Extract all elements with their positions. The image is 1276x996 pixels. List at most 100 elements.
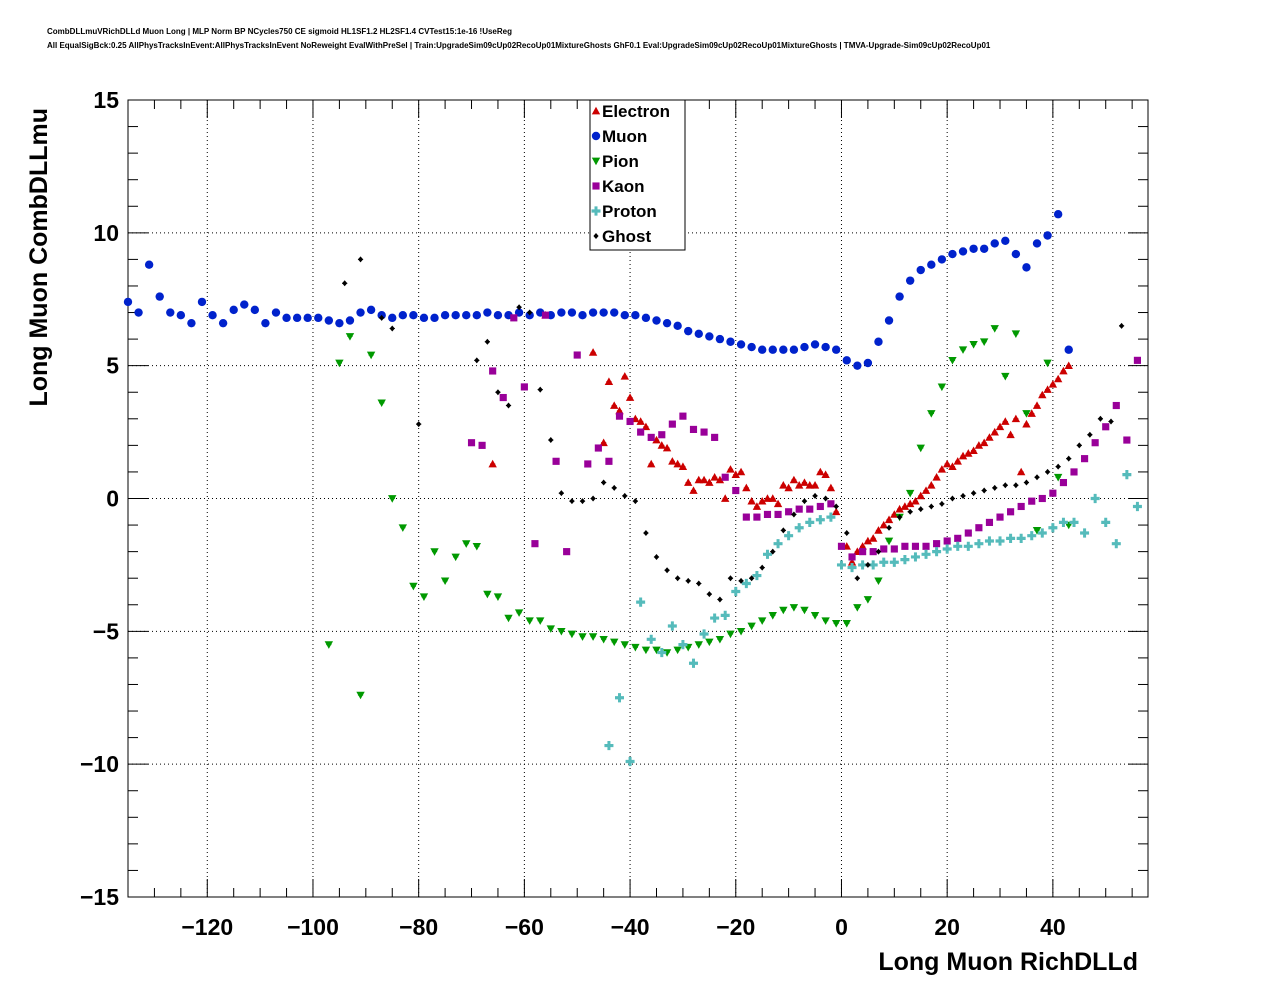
data-point-electron (620, 372, 629, 380)
data-point-electron (794, 481, 804, 489)
data-point-electron (916, 491, 925, 500)
data-point-ghost (770, 548, 776, 555)
chart-title-line-1: CombDLLmuVRichDLLd Muon Long | MLP Norm … (47, 27, 512, 36)
data-point-ghost (801, 498, 808, 505)
data-point-kaon (594, 444, 602, 452)
legend-label-proton: Proton (602, 202, 657, 221)
data-point-electron (779, 481, 788, 489)
data-point-ghost (854, 575, 860, 582)
data-point-pion (694, 641, 703, 649)
data-point-electron (990, 427, 999, 436)
data-point-kaon (573, 351, 581, 359)
data-point-proton (1058, 517, 1068, 528)
data-point-proton (688, 658, 698, 668)
axis-ticks: −120 −100 −80 −60 −40 −20 0 20 40 −15 −10 −5 0 5 10 15 (80, 87, 1148, 940)
data-point-pion (652, 646, 661, 655)
data-point-pion (1011, 330, 1021, 338)
x-tick-label: −100 (287, 914, 339, 940)
data-point-kaon (1091, 439, 1099, 447)
data-point-electron (868, 534, 878, 542)
data-point-ghost (727, 575, 734, 582)
data-point-proton (794, 523, 804, 533)
data-point-ghost (611, 484, 617, 491)
data-point-proton (604, 740, 614, 751)
data-point-muon (1053, 210, 1063, 219)
data-point-pion (779, 606, 788, 615)
data-point-ghost (1013, 482, 1019, 489)
data-point-muon (757, 345, 767, 354)
legend-label-muon: Muon (602, 127, 647, 146)
data-point-electron (826, 483, 836, 492)
data-point-muon (705, 332, 714, 341)
data-point-electron (684, 478, 693, 486)
data-point-ghost (1118, 322, 1125, 329)
data-point-muon (842, 356, 851, 365)
data-point-muon (176, 310, 186, 320)
data-point-muon (726, 337, 735, 346)
data-point-kaon (1038, 494, 1046, 503)
data-point-muon (831, 345, 841, 354)
data-point-kaon (806, 505, 814, 513)
data-point-kaon (869, 548, 877, 556)
data-point-kaon (774, 510, 782, 519)
data-point-pion (916, 444, 925, 453)
data-point-pion (377, 399, 386, 408)
data-point-kaon (584, 460, 592, 468)
data-point-electron (1038, 390, 1047, 399)
data-point-proton (784, 531, 794, 541)
data-point-ghost (1044, 468, 1051, 475)
data-point-proton (667, 621, 677, 631)
data-point-pion (937, 383, 947, 392)
data-point-kaon (467, 439, 476, 447)
data-point-proton (762, 549, 772, 559)
data-point-pion (483, 590, 492, 599)
data-point-pion (514, 609, 524, 617)
data-point-kaon (1059, 478, 1068, 487)
data-point-pion (440, 577, 450, 586)
data-point-electron (900, 502, 910, 510)
data-point-muon (345, 316, 355, 325)
x-tick-label: 40 (1040, 914, 1066, 940)
data-point-kaon (742, 513, 750, 521)
data-point-muon (800, 342, 809, 352)
data-point-muon (652, 316, 661, 325)
data-point-muon (123, 297, 133, 307)
data-point-pion (388, 495, 397, 503)
data-point-muon (292, 313, 302, 323)
data-point-electron (752, 502, 762, 510)
data-point-ghost (590, 495, 596, 502)
data-point-muon (937, 255, 947, 264)
data-point-ghost (928, 503, 934, 510)
legend-marker-muon (591, 131, 601, 141)
data-point-electron (784, 483, 793, 492)
data-point-muon (821, 342, 830, 352)
legend-label-electron: Electron (602, 102, 670, 121)
data-point-muon (1064, 345, 1073, 354)
data-point-muon (768, 345, 777, 354)
data-point-electron (948, 462, 957, 470)
data-point-pion (536, 617, 545, 625)
data-point-ghost (960, 492, 966, 499)
data-point-electron (911, 496, 920, 505)
data-point-proton (932, 547, 942, 557)
data-point-muon (578, 310, 587, 320)
data-point-proton (963, 541, 973, 551)
data-point-kaon (901, 542, 909, 550)
data-point-ghost (918, 506, 924, 513)
data-point-electron (874, 526, 883, 534)
data-point-ghost (706, 591, 712, 598)
data-point-electron (652, 435, 661, 444)
data-point-proton (625, 756, 635, 767)
data-point-muon (884, 316, 894, 325)
data-point-proton (1101, 517, 1111, 528)
data-point-kaon (626, 417, 634, 426)
data-point-pion (578, 633, 587, 641)
data-point-electron (625, 393, 635, 401)
data-point-muon (282, 313, 291, 323)
y-tick-label: −10 (80, 751, 119, 777)
data-point-pion (557, 627, 566, 636)
series-electron (488, 310, 1073, 566)
x-tick-label: −120 (181, 914, 233, 940)
data-point-electron (641, 422, 651, 431)
data-point-proton (889, 557, 899, 567)
